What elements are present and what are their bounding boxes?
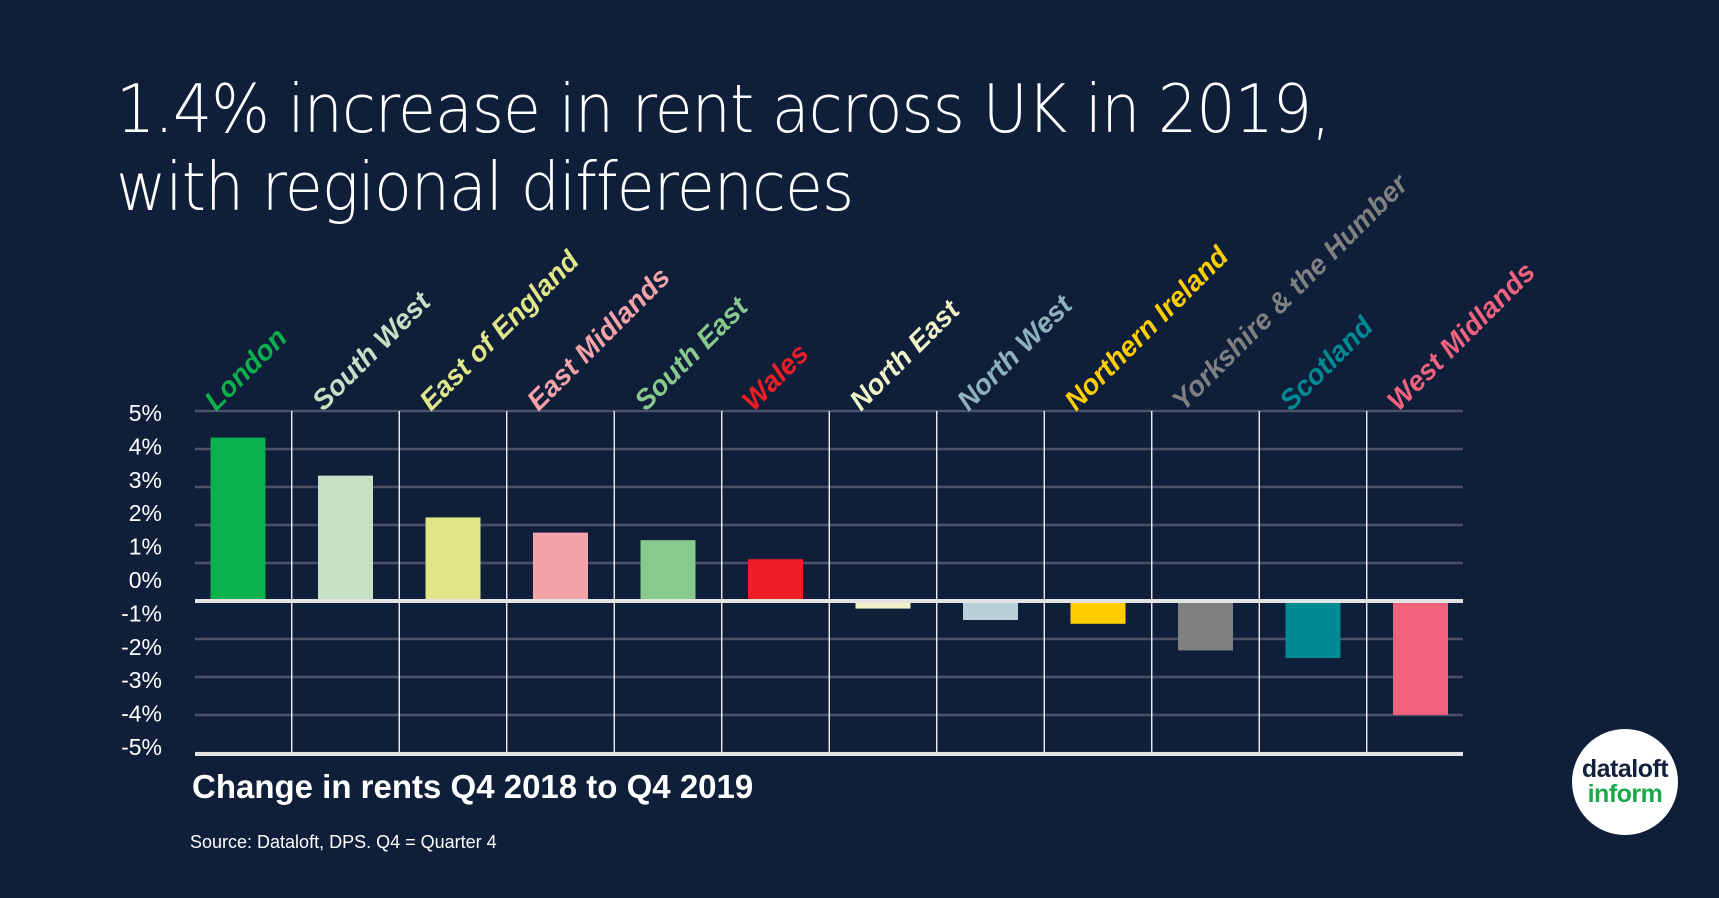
category-label: West Midlands xyxy=(1381,256,1541,416)
y-tick-label: 1% xyxy=(129,534,162,560)
source-note: Source: Dataloft, DPS. Q4 = Quarter 4 xyxy=(190,832,497,852)
dataloft-inform-logo: dataloft inform xyxy=(1572,729,1678,835)
chart-subtitle: Change in rents Q4 2018 to Q4 2019 xyxy=(192,768,754,805)
y-tick-label: -4% xyxy=(121,701,162,727)
logo-text-inform: inform xyxy=(1587,780,1663,808)
bar-wales xyxy=(748,559,803,601)
y-tick-label: 0% xyxy=(129,567,162,593)
bar-north-west xyxy=(963,601,1018,620)
y-tick-label: -3% xyxy=(121,667,162,693)
category-label: North East xyxy=(843,293,966,416)
bar-london xyxy=(210,437,266,601)
bar-north-east xyxy=(855,601,911,609)
bar-yorkshire-the-humber xyxy=(1178,601,1233,651)
category-label: Wales xyxy=(736,337,815,416)
y-tick-label: -5% xyxy=(121,734,162,760)
y-tick-label: 5% xyxy=(129,400,162,426)
bar-east-of-england xyxy=(425,517,481,601)
category-label: London xyxy=(198,322,292,416)
y-tick-label: 3% xyxy=(129,467,162,493)
logo-text-dataloft: dataloft xyxy=(1581,755,1669,783)
bar-south-east xyxy=(640,540,696,601)
category-label: Scotland xyxy=(1273,310,1379,416)
y-tick-label: -2% xyxy=(121,634,162,660)
bar-west-midlands xyxy=(1393,601,1448,715)
y-tick-label: 4% xyxy=(129,433,162,459)
bar-east-midlands xyxy=(533,532,588,601)
y-tick-label: -1% xyxy=(121,600,162,626)
y-tick-label: 2% xyxy=(129,500,162,526)
bar-scotland xyxy=(1285,601,1341,658)
bar-south-west xyxy=(318,475,373,601)
bar-northern-ireland xyxy=(1070,601,1126,624)
title-line-1: 1.4% increase in rent across UK in 2019, xyxy=(116,70,1331,148)
title-line-2: with regional differences xyxy=(116,148,854,226)
chart-title: 1.4% increase in rent across UK in 2019,… xyxy=(116,70,1331,226)
